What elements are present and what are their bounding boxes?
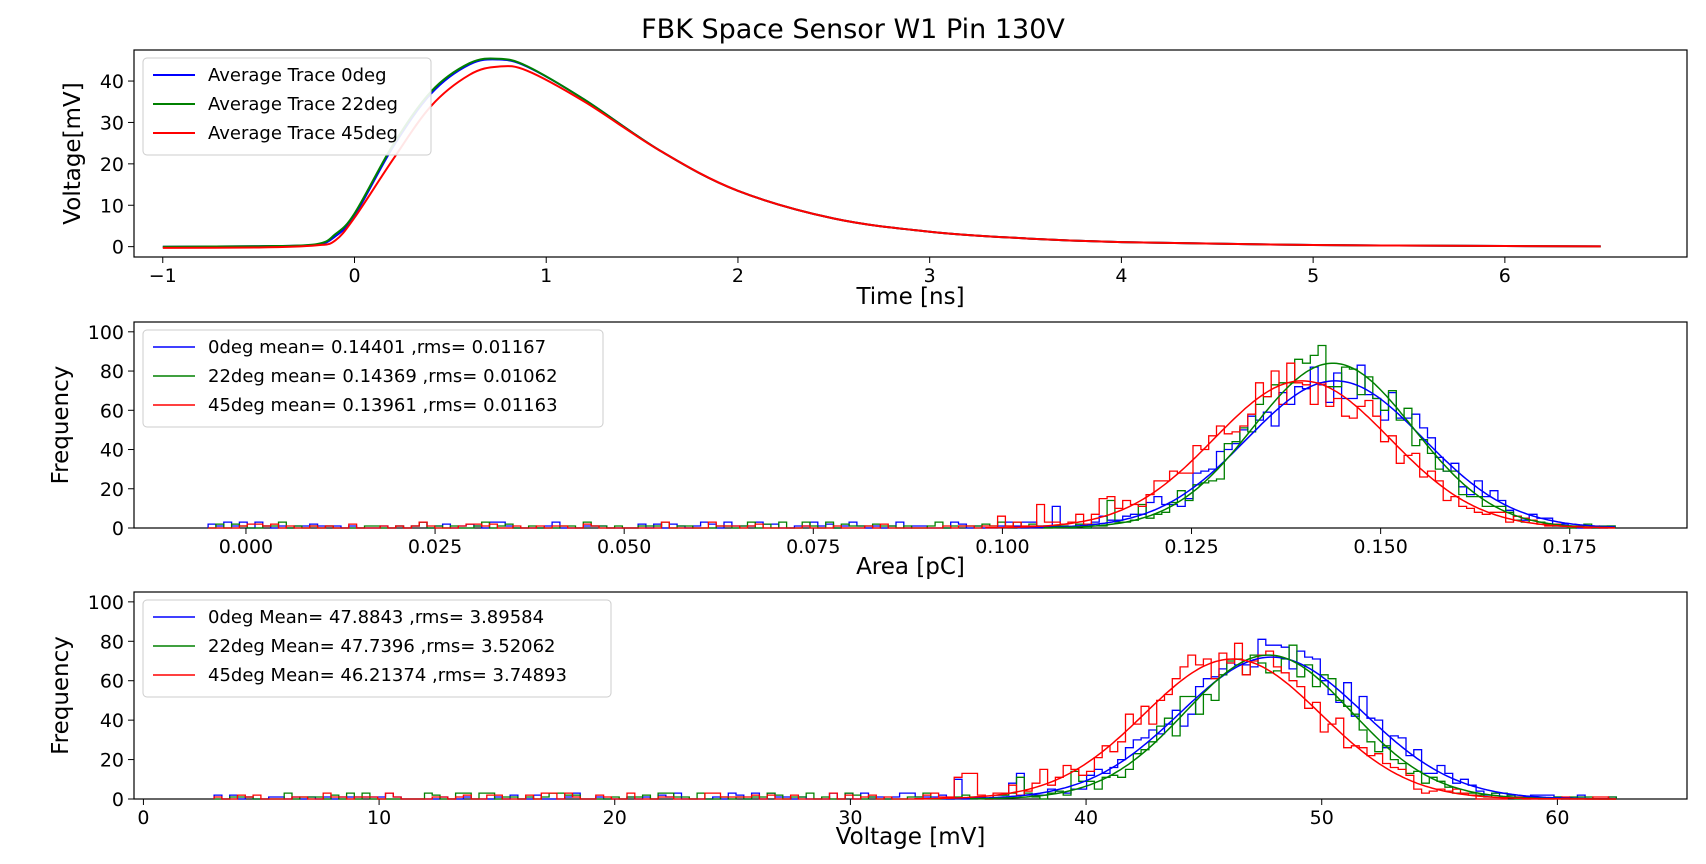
- gaussian-fit-curve: [941, 656, 1617, 800]
- x-tick-label: 0.025: [408, 536, 462, 558]
- x-tick-label: 0.150: [1353, 536, 1407, 558]
- y-tick-label: 0: [112, 237, 124, 259]
- y-tick-label: 40: [100, 710, 124, 732]
- x-tick-label: 40: [1074, 807, 1098, 829]
- histogram-steps: [213, 642, 1617, 800]
- legend-entry: 0deg mean= 0.14401 ,rms= 0.01167: [208, 337, 546, 358]
- x-tick-label: −1: [149, 265, 177, 287]
- y-axis-label: Frequency: [48, 636, 74, 755]
- gaussian-fit-curve: [985, 380, 1616, 529]
- x-tick-label: 5: [1307, 265, 1319, 287]
- x-tick-label: 10: [367, 807, 391, 829]
- y-tick-label: 20: [100, 750, 124, 772]
- y-tick-label: 30: [100, 112, 124, 134]
- y-tick-label: 80: [100, 361, 124, 383]
- histogram-steps: [208, 362, 1616, 529]
- x-tick-label: 50: [1310, 807, 1334, 829]
- chart-title: FBK Space Sensor W1 Pin 130V: [641, 14, 1065, 45]
- panel-voltage-histogram: 0 10 20 30 40 50 60 0 20 40 60 80 100 Voltage [mV] Fre…: [48, 591, 1688, 850]
- legend-entry: 0deg Mean= 47.8843 ,rms= 3.89584: [208, 607, 544, 628]
- legend-entry: 22deg Mean= 47.7396 ,rms= 3.52062: [208, 636, 556, 657]
- legend-box: [142, 599, 612, 698]
- x-tick-label: 0.100: [975, 536, 1029, 558]
- x-tick-label: 4: [1115, 265, 1127, 287]
- gaussian-fit-curve: [914, 658, 1617, 800]
- x-tick-label: 0: [348, 265, 360, 287]
- gaussian-fit-curve: [1043, 362, 1616, 529]
- histogram-steps: [214, 644, 1617, 800]
- legend-entry: Average Trace 22deg: [208, 94, 398, 115]
- x-tick-label: 0.175: [1543, 536, 1597, 558]
- x-axis-label: Time [ns]: [855, 284, 964, 310]
- y-axis-label: Frequency: [48, 366, 74, 485]
- x-tick-label: 2: [732, 265, 744, 287]
- y-tick-label: 40: [100, 71, 124, 93]
- x-tick-label: 3: [924, 265, 936, 287]
- panel-average-trace: −1 0 1 2 3 4 5 6 0 10 20 30 40 Time [ns] Voltage[mV] Av…: [60, 49, 1688, 310]
- y-tick-label: 0: [112, 518, 124, 540]
- x-tick-label: 0.050: [597, 536, 651, 558]
- y-tick-label: 60: [100, 400, 124, 422]
- legend-entry: Average Trace 0deg: [208, 65, 387, 86]
- y-tick-label: 20: [100, 154, 124, 176]
- x-tick-label: 6: [1499, 265, 1511, 287]
- y-tick-label: 80: [100, 631, 124, 653]
- legend-box: [142, 57, 432, 156]
- x-tick-label: 0.075: [786, 536, 840, 558]
- x-tick-label: 20: [603, 807, 627, 829]
- y-tick-label: 0: [112, 789, 124, 811]
- x-tick-label: 0.000: [219, 536, 273, 558]
- x-tick-label: 1: [540, 265, 552, 287]
- y-tick-label: 20: [100, 479, 124, 501]
- x-tick-label: 60: [1545, 807, 1569, 829]
- panel-area-histogram: 0.000 0.025 0.050 0.075 0.100 0.125 0.150 0.175…: [48, 321, 1688, 580]
- gaussian-fit-curve: [1017, 380, 1616, 529]
- x-tick-label: 30: [838, 807, 862, 829]
- legend-entry: 45deg mean= 0.13961 ,rms= 0.01163: [208, 395, 558, 416]
- y-tick-label: 100: [88, 322, 124, 344]
- y-tick-label: 60: [100, 671, 124, 693]
- y-tick-label: 40: [100, 440, 124, 462]
- legend-entry: Average Trace 45deg: [208, 123, 398, 144]
- x-tick-label: 0: [137, 807, 149, 829]
- y-axis-label: Voltage[mV]: [60, 82, 86, 224]
- x-axis-label: Area [pC]: [856, 554, 965, 580]
- legend-entry: 45deg Mean= 46.21374 ,rms= 3.74893: [208, 665, 567, 686]
- gaussian-fit-curve: [969, 654, 1617, 800]
- legend-box: [142, 329, 604, 428]
- trace-line: [162, 65, 1601, 249]
- x-tick-label: 0.125: [1164, 536, 1218, 558]
- y-tick-label: 10: [100, 195, 124, 217]
- legend-entry: 22deg mean= 0.14369 ,rms= 0.01062: [208, 366, 558, 387]
- y-tick-label: 100: [88, 592, 124, 614]
- x-axis-label: Voltage [mV]: [836, 824, 986, 850]
